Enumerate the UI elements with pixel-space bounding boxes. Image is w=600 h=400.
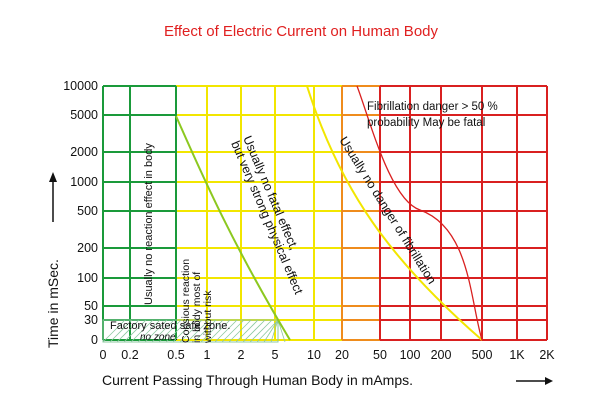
- zone-conscious-line-2: in body most of: [191, 272, 203, 343]
- x-tick-label: 1: [204, 348, 211, 362]
- hatch-line: [109, 319, 133, 343]
- safe-zone-hatch: [102, 319, 286, 343]
- hatch-line: [228, 319, 252, 343]
- hatch-line: [186, 319, 210, 343]
- x-tick-label: 0: [100, 348, 107, 362]
- hatch-line: [172, 319, 196, 343]
- curve-yellow: [306, 85, 483, 341]
- hatch-line: [235, 319, 259, 343]
- x-tick-label: 0.2: [121, 348, 138, 362]
- x-tick-label: 10: [307, 348, 321, 362]
- hatch-line: [207, 319, 231, 343]
- hatch-line: [116, 319, 140, 343]
- zone-conscious-line-3: without risk: [202, 290, 214, 344]
- safe-zone-line-2: no zone.: [140, 332, 178, 343]
- hatch-line: [214, 319, 238, 343]
- curve-green: [175, 115, 291, 341]
- x-tick-label: 500: [472, 348, 493, 362]
- y-axis-arrowhead: [49, 172, 57, 182]
- x-tick-label: 1K: [509, 348, 525, 362]
- grid: [102, 85, 548, 341]
- y-tick-label: 1000: [70, 175, 98, 189]
- hatch-line: [130, 319, 154, 343]
- hatch-line: [144, 319, 168, 343]
- y-tick-label: 2000: [70, 145, 98, 159]
- hatch-line: [165, 319, 189, 343]
- zone-conscious-line-1: Consious reaction: [180, 259, 192, 343]
- hatch-line: [102, 319, 126, 343]
- hatch-line: [256, 319, 279, 343]
- zone-yellow-line-2: but very strong physical effect: [228, 139, 306, 297]
- x-tick-labels: 0 0.2 0.5 1 2 5 10 20 50 100 200 500 1K 2K: [100, 348, 556, 362]
- hatch-line: [221, 319, 245, 343]
- hatch-line: [179, 319, 203, 343]
- y-tick-label: 5000: [70, 108, 98, 122]
- hatch-line: [249, 319, 273, 343]
- hatch-line: [158, 319, 182, 343]
- x-axis-arrowhead: [545, 377, 553, 385]
- y-axis-label: Time in mSec.: [45, 259, 61, 348]
- y-tick-label: 0: [91, 333, 98, 347]
- x-tick-label: 2: [238, 348, 245, 362]
- hatch-line: [200, 319, 224, 343]
- x-axis-label: Current Passing Through Human Body in mA…: [102, 372, 413, 388]
- zone-red-line-1: Fibrillation danger > 50 %: [367, 101, 498, 113]
- hatch-line: [270, 319, 279, 343]
- chart-title: Effect of Electric Current on Human Body: [164, 23, 439, 40]
- x-tick-label: 50: [373, 348, 387, 362]
- x-tick-label: 2K: [539, 348, 555, 362]
- hatch-line: [137, 319, 161, 343]
- y-tick-label: 10000: [63, 79, 98, 93]
- y-tick-label: 30: [84, 313, 98, 327]
- zone-conscious-label: Consious reaction in body most of withou…: [180, 259, 214, 344]
- x-tick-label: 200: [431, 348, 452, 362]
- hatch-line: [151, 319, 175, 343]
- curve-red: [356, 85, 483, 341]
- hatch-line: [263, 319, 279, 343]
- zone-green-label: Usually no reaction effect in body: [143, 143, 155, 305]
- y-tick-label: 500: [77, 204, 98, 218]
- hatch-line: [123, 319, 147, 343]
- hatch-line: [193, 319, 217, 343]
- x-tick-label: 0.5: [167, 348, 184, 362]
- hatch-line: [242, 319, 266, 343]
- y-tick-label: 50: [84, 299, 98, 313]
- x-tick-label: 5: [272, 348, 279, 362]
- x-tick-label: 20: [335, 348, 349, 362]
- safe-zone-line-1: Factory sated safe zone.: [110, 320, 230, 332]
- y-tick-label: 200: [77, 241, 98, 255]
- zone-red-line-2: probability May be fatal: [367, 117, 485, 129]
- y-tick-label: 100: [77, 271, 98, 285]
- x-tick-label: 100: [400, 348, 421, 362]
